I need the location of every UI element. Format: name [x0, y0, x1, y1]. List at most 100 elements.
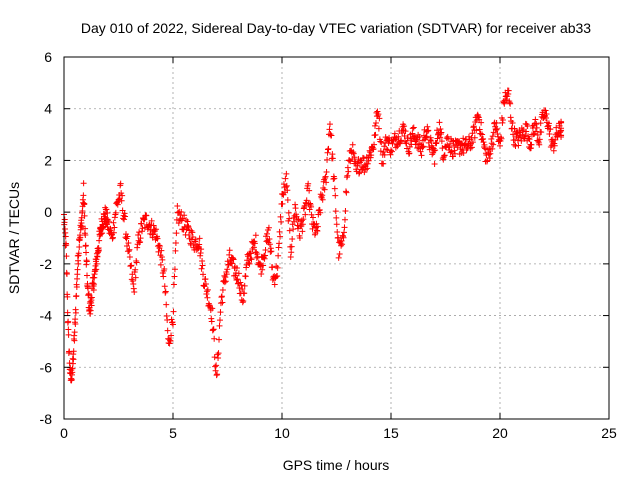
data-point	[150, 231, 157, 238]
data-point	[215, 350, 222, 357]
data-point	[522, 132, 529, 139]
data-point	[214, 371, 221, 378]
data-point	[74, 266, 81, 273]
data-point	[277, 233, 284, 240]
data-point	[551, 142, 558, 149]
data-point	[217, 300, 224, 307]
data-point	[406, 143, 413, 150]
data-point	[299, 221, 306, 228]
data-point	[326, 121, 333, 128]
data-point	[216, 317, 223, 324]
data-point	[87, 307, 94, 314]
data-point	[505, 87, 512, 94]
data-point	[203, 288, 210, 295]
x-tick-label: 0	[60, 425, 68, 441]
data-point	[133, 259, 140, 266]
data-point	[282, 175, 289, 182]
data-point	[204, 286, 211, 293]
data-point	[198, 246, 205, 253]
data-point	[77, 234, 84, 241]
data-point	[158, 247, 165, 254]
data-point	[325, 145, 332, 152]
data-point	[332, 208, 339, 215]
data-point	[185, 223, 192, 230]
data-point	[333, 221, 340, 228]
data-point	[558, 125, 565, 132]
data-point	[204, 294, 211, 301]
data-point	[91, 281, 98, 288]
x-tick-label: 20	[492, 425, 508, 441]
data-point	[298, 217, 305, 224]
data-point	[323, 179, 330, 186]
data-point	[99, 230, 106, 237]
data-point	[76, 243, 83, 250]
data-point	[378, 139, 385, 146]
data-point	[65, 331, 72, 338]
y-tick-labels: -8 -6 -4 -2 0 2 4 6	[40, 49, 53, 427]
data-point	[160, 273, 167, 280]
data-point	[100, 223, 107, 230]
data-point	[323, 169, 330, 176]
data-point	[81, 200, 88, 207]
data-point	[494, 125, 501, 132]
data-point	[226, 247, 233, 254]
data-point	[511, 141, 518, 148]
data-point	[509, 119, 516, 126]
data-point	[319, 196, 326, 203]
y-tick-label: 6	[44, 49, 52, 65]
data-point	[216, 322, 223, 329]
data-point	[161, 283, 168, 290]
data-point	[83, 249, 90, 256]
data-point	[292, 205, 299, 212]
data-point	[208, 318, 215, 325]
data-point	[528, 141, 535, 148]
data-point	[170, 281, 177, 288]
data-point	[252, 232, 259, 239]
data-point	[507, 100, 514, 107]
data-point	[381, 151, 388, 158]
data-point	[154, 235, 161, 242]
data-point	[106, 218, 113, 225]
data-point	[118, 197, 125, 204]
data-point	[302, 211, 309, 218]
data-point	[425, 127, 432, 134]
data-point	[259, 266, 266, 273]
data-point	[104, 210, 111, 217]
data-point	[73, 292, 80, 299]
data-point	[332, 192, 339, 199]
data-point	[78, 223, 85, 230]
data-point	[128, 262, 135, 269]
data-point	[344, 172, 351, 179]
data-point	[81, 212, 88, 219]
data-point	[346, 157, 353, 164]
data-point	[143, 212, 150, 219]
data-point	[213, 362, 220, 369]
data-point	[153, 226, 160, 233]
data-point	[103, 206, 110, 213]
data-point	[406, 150, 413, 157]
data-point	[436, 134, 443, 141]
data-point	[262, 247, 269, 254]
data-point	[95, 247, 102, 254]
data-point	[410, 124, 417, 131]
data-point	[409, 125, 416, 132]
data-point	[335, 254, 342, 261]
data-point	[372, 119, 379, 126]
data-point	[286, 215, 293, 222]
data-point	[471, 134, 478, 141]
data-point	[107, 225, 114, 232]
data-point	[61, 216, 68, 223]
data-point	[119, 192, 126, 199]
data-point	[324, 156, 331, 163]
data-point	[361, 169, 368, 176]
data-point	[265, 224, 272, 231]
data-point	[341, 216, 348, 223]
data-point	[511, 125, 518, 132]
data-point	[536, 141, 543, 148]
data-point	[188, 227, 195, 234]
data-point	[431, 160, 438, 167]
data-point	[248, 256, 255, 263]
data-point	[123, 242, 130, 249]
data-point	[276, 240, 283, 247]
axis-ticks	[63, 56, 610, 420]
